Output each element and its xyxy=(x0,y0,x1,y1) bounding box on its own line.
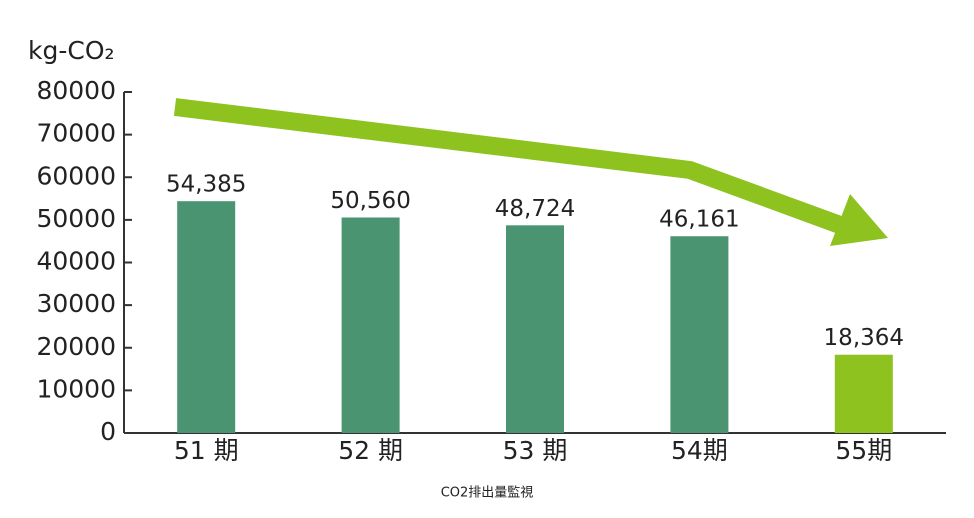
y-tick-label: 50000 xyxy=(36,204,116,233)
y-tick-label: 80000 xyxy=(36,76,116,105)
caption: CO2排出量監視 xyxy=(441,485,534,501)
x-tick-label: 54期 xyxy=(671,436,728,465)
y-axis-label: kg-CO₂ xyxy=(28,36,115,65)
bar xyxy=(341,217,400,433)
x-tick-label: 52 期 xyxy=(338,436,403,465)
y-tick-label: 40000 xyxy=(36,247,116,276)
y-tick-label: 60000 xyxy=(36,161,116,190)
y-tick-label: 20000 xyxy=(36,332,116,361)
trend-arrow xyxy=(173,98,888,246)
x-tick-label: 53 期 xyxy=(503,436,568,465)
x-tick-label: 55期 xyxy=(835,436,892,465)
value-label: 46,161 xyxy=(659,207,739,233)
bar xyxy=(177,201,236,433)
arrow-shaft xyxy=(173,98,844,234)
value-label: 54,385 xyxy=(166,172,246,198)
value-label: 18,364 xyxy=(824,325,904,351)
y-tick-label: 70000 xyxy=(36,119,116,148)
value-label: 48,724 xyxy=(495,196,575,222)
y-tick-label: 0 xyxy=(100,417,116,446)
y-tick-label: 10000 xyxy=(36,374,116,403)
arrow-head xyxy=(830,194,888,246)
bar xyxy=(834,354,893,433)
y-tick-label: 30000 xyxy=(36,289,116,318)
x-tick-label: 51 期 xyxy=(174,436,239,465)
bar xyxy=(506,225,564,433)
bar xyxy=(670,236,729,433)
value-label: 50,560 xyxy=(330,188,410,214)
